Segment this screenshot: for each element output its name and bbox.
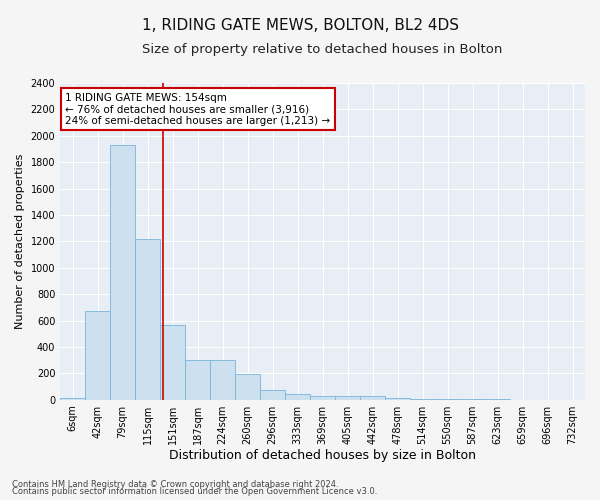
Bar: [260, 390, 285, 400]
Bar: [85, 312, 110, 400]
Text: 1, RIDING GATE MEWS, BOLTON, BL2 4DS: 1, RIDING GATE MEWS, BOLTON, BL2 4DS: [142, 18, 458, 32]
Text: 1 RIDING GATE MEWS: 154sqm
← 76% of detached houses are smaller (3,916)
24% of s: 1 RIDING GATE MEWS: 154sqm ← 76% of deta…: [65, 92, 331, 126]
Bar: [185, 360, 210, 400]
Bar: [235, 374, 260, 400]
Bar: [335, 396, 360, 400]
Title: Size of property relative to detached houses in Bolton: Size of property relative to detached ho…: [142, 42, 503, 56]
Bar: [310, 396, 335, 400]
Bar: [135, 238, 160, 400]
Bar: [160, 324, 185, 400]
Text: Contains public sector information licensed under the Open Government Licence v3: Contains public sector information licen…: [12, 487, 377, 496]
Bar: [460, 399, 485, 400]
Bar: [385, 398, 410, 400]
Bar: [435, 399, 460, 400]
Text: Contains HM Land Registry data © Crown copyright and database right 2024.: Contains HM Land Registry data © Crown c…: [12, 480, 338, 489]
Bar: [285, 394, 310, 400]
Bar: [110, 145, 135, 400]
Bar: [360, 396, 385, 400]
Bar: [210, 360, 235, 400]
Bar: [60, 398, 85, 400]
Bar: [410, 399, 435, 400]
X-axis label: Distribution of detached houses by size in Bolton: Distribution of detached houses by size …: [169, 450, 476, 462]
Y-axis label: Number of detached properties: Number of detached properties: [15, 154, 25, 329]
